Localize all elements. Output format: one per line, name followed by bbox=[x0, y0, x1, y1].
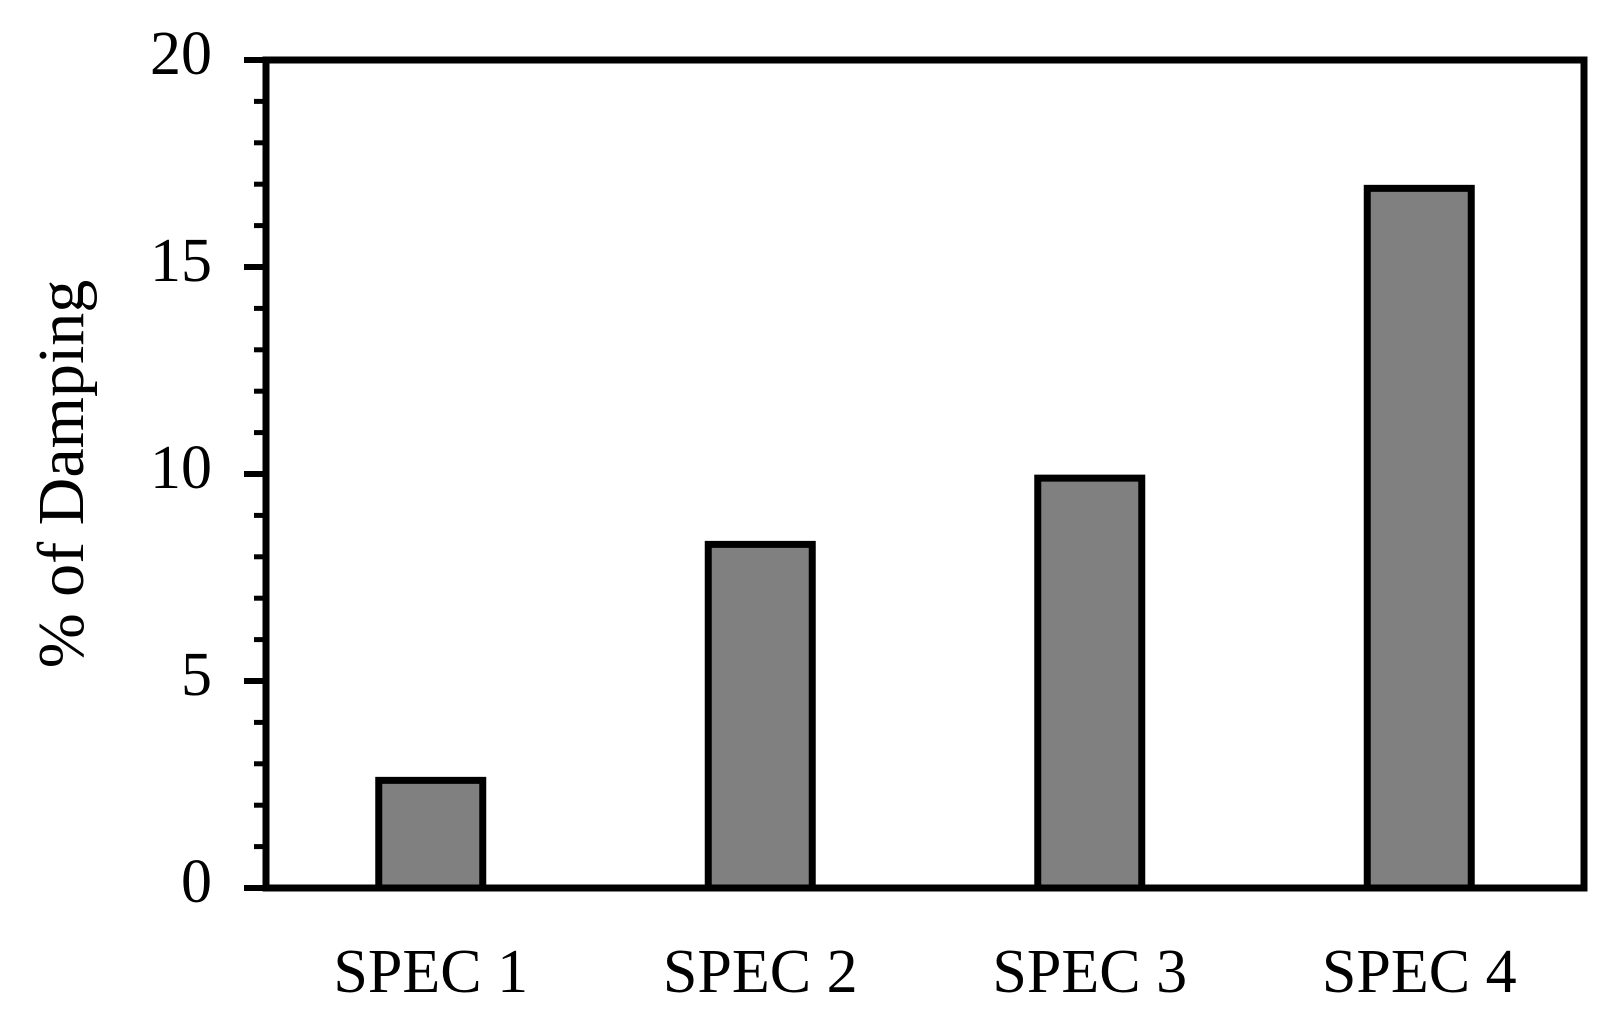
bar bbox=[704, 540, 816, 892]
x-tick-label: SPEC 4 bbox=[1322, 938, 1517, 1006]
y-axis-label: % of Damping bbox=[25, 280, 98, 669]
plot-frame bbox=[262, 56, 1588, 892]
x-tick-label: SPEC 3 bbox=[992, 938, 1187, 1006]
bar bbox=[375, 776, 487, 892]
y-tick-label: 5 bbox=[181, 641, 212, 709]
x-tick-label: SPEC 2 bbox=[663, 938, 858, 1006]
y-tick-label: 10 bbox=[150, 434, 212, 502]
y-tick-label: 20 bbox=[150, 20, 212, 88]
y-tick-label: 15 bbox=[150, 227, 212, 295]
y-tick-label: 0 bbox=[181, 848, 212, 916]
x-tick-label: SPEC 1 bbox=[333, 938, 528, 1006]
bar bbox=[1034, 474, 1146, 892]
bar bbox=[1363, 184, 1475, 892]
